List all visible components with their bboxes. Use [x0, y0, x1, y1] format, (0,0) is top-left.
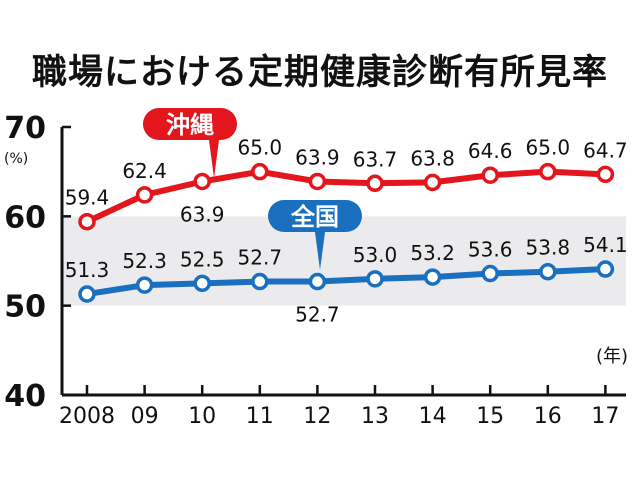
- x-tick-label-16: 16: [534, 404, 562, 429]
- x-tick-label-17: 17: [591, 404, 619, 429]
- data-label-0-1: 62.4: [122, 159, 167, 183]
- y-tick-label-70: 70: [4, 111, 46, 146]
- data-label-1-6: 53.2: [410, 241, 455, 265]
- series-name-0: 沖縄: [166, 111, 214, 139]
- chart-title: 職場における定期健康診断有所見率: [31, 53, 608, 93]
- series-line-0: [84, 168, 609, 225]
- data-label-1-4: 52.7: [295, 303, 340, 327]
- x-tick-label-10: 10: [188, 404, 216, 429]
- data-label-0-6: 63.8: [410, 146, 455, 170]
- data-label-0-0: 59.4: [65, 186, 110, 210]
- x-unit-label: (年): [596, 346, 628, 367]
- data-label-0-5: 63.7: [353, 147, 398, 171]
- data-label-0-7: 64.6: [468, 139, 513, 163]
- data-label-0-8: 65.0: [526, 136, 571, 160]
- data-point-1-0: [78, 285, 96, 303]
- data-label-1-8: 53.8: [526, 236, 571, 260]
- data-point-1-6: [423, 268, 442, 286]
- x-tick-label-12: 12: [303, 404, 331, 429]
- y-tick-label-50: 50: [4, 290, 46, 325]
- series-line-1: [84, 266, 609, 298]
- data-point-1-7: [481, 264, 499, 283]
- data-point-1-8: [539, 262, 557, 281]
- data-point-0-4: [308, 172, 327, 191]
- data-label-1-5: 53.0: [353, 243, 398, 267]
- data-point-1-2: [193, 274, 211, 293]
- data-point-0-7: [481, 166, 499, 184]
- x-tick-label-13: 13: [361, 404, 389, 429]
- data-label-1-2: 52.5: [180, 247, 225, 271]
- data-point-1-4: [308, 272, 327, 291]
- data-point-0-6: [423, 173, 442, 192]
- x-tick-label-11: 11: [246, 404, 274, 429]
- series-callout-bg-1: [268, 200, 362, 270]
- data-label-1-1: 52.3: [122, 249, 167, 273]
- data-point-1-5: [366, 270, 384, 288]
- data-point-0-9: [596, 165, 615, 184]
- series-callout-0: 沖縄: [143, 108, 237, 178]
- data-point-0-8: [539, 162, 557, 181]
- data-point-1-1: [135, 276, 154, 294]
- series-name-1: 全国: [290, 203, 339, 231]
- y-tick-label-60: 60: [4, 200, 46, 235]
- series-callout-1: 全国: [268, 200, 362, 270]
- data-point-1-3: [251, 272, 269, 291]
- data-label-0-9: 64.7: [583, 138, 628, 162]
- data-label-0-3: 65.0: [238, 136, 283, 160]
- data-label-0-4: 63.9: [295, 145, 340, 169]
- data-point-0-1: [135, 186, 154, 204]
- data-point-0-3: [251, 162, 269, 181]
- series-callout-bg-0: [143, 108, 237, 178]
- data-point-0-0: [78, 212, 96, 231]
- data-point-0-5: [366, 174, 384, 193]
- data-point-0-2: [193, 172, 211, 191]
- x-tick-label-15: 15: [476, 404, 504, 429]
- data-label-1-7: 53.6: [468, 238, 513, 262]
- data-label-1-3: 52.7: [238, 246, 283, 270]
- data-label-1-9: 54.1: [583, 233, 628, 257]
- y-unit-label: (%): [4, 151, 28, 167]
- x-tick-label-14: 14: [419, 404, 447, 429]
- x-tick-label-09: 09: [131, 404, 159, 429]
- x-tick-label-2008: 2008: [59, 404, 115, 429]
- data-point-1-9: [596, 260, 615, 278]
- y-tick-label-40: 40: [4, 379, 46, 414]
- data-label-1-0: 51.3: [65, 258, 110, 282]
- data-label-0-2: 63.9: [180, 202, 225, 226]
